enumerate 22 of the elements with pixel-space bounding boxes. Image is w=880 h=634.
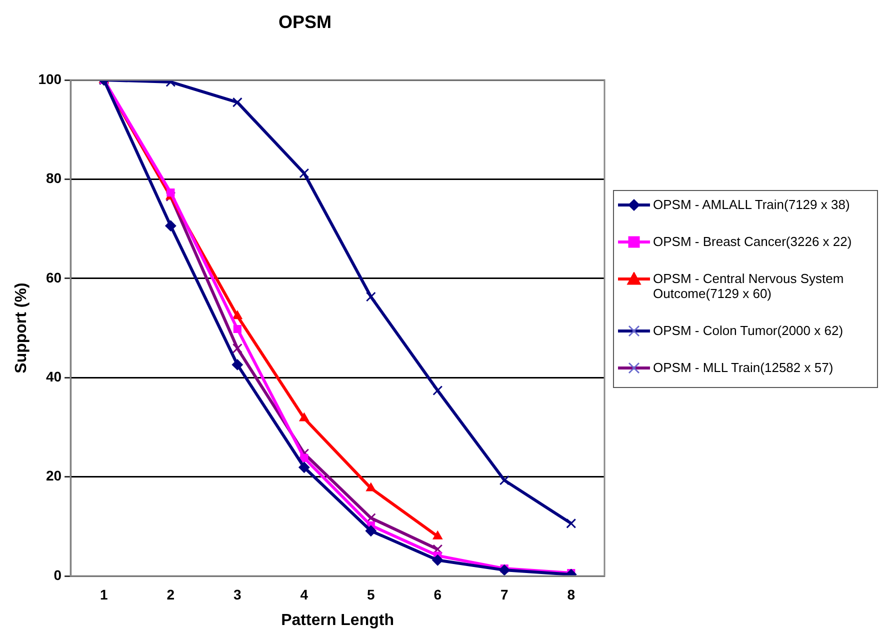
x-tick-label: 1 [100,586,108,602]
x-tick-label: 5 [367,586,375,602]
y-tick-label: 80 [46,170,62,186]
legend-label: OPSM - Breast Cancer(3226 x 22) [653,234,852,249]
y-tick-label: 40 [46,368,62,384]
y-tick-label: 0 [54,566,62,583]
x-tick-label: 4 [300,586,308,602]
legend-label: OPSM - Colon Tumor(2000 x 62) [653,323,844,338]
legend-label: OPSM - Central Nervous System Outcome(7129 x 60) [653,271,845,301]
x-tick-label: 2 [166,586,175,602]
x-tick-label: 3 [234,586,242,602]
x-tick-label: 6 [434,586,442,602]
x-tick-label: 7 [500,586,508,602]
legend-label: OPSM - AMLALL Train(7129 x 38) [653,197,850,212]
y-tick-label: 60 [46,269,62,286]
y-tick-label: 20 [46,468,62,484]
y-tick-label: 100 [38,70,62,87]
chart-title: OPSM [277,12,332,33]
x-tick-label: 8 [567,586,576,602]
x-axis-title: Pattern Length [281,612,394,629]
y-axis-title: Support (%) [13,282,30,374]
legend-label: OPSM - MLL Train(12582 x 57) [653,360,834,375]
